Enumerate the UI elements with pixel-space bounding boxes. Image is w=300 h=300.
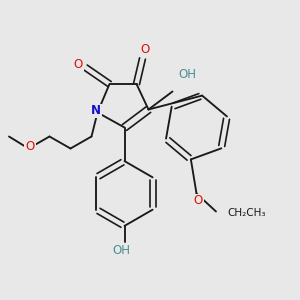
Text: N: N [91,104,101,118]
Text: OH: OH [178,68,196,82]
Text: OH: OH [112,244,130,257]
Text: O: O [194,194,202,208]
Text: O: O [74,58,82,71]
Text: CH₂CH₃: CH₂CH₃ [227,208,266,218]
Text: O: O [26,140,34,154]
Text: O: O [140,43,149,56]
